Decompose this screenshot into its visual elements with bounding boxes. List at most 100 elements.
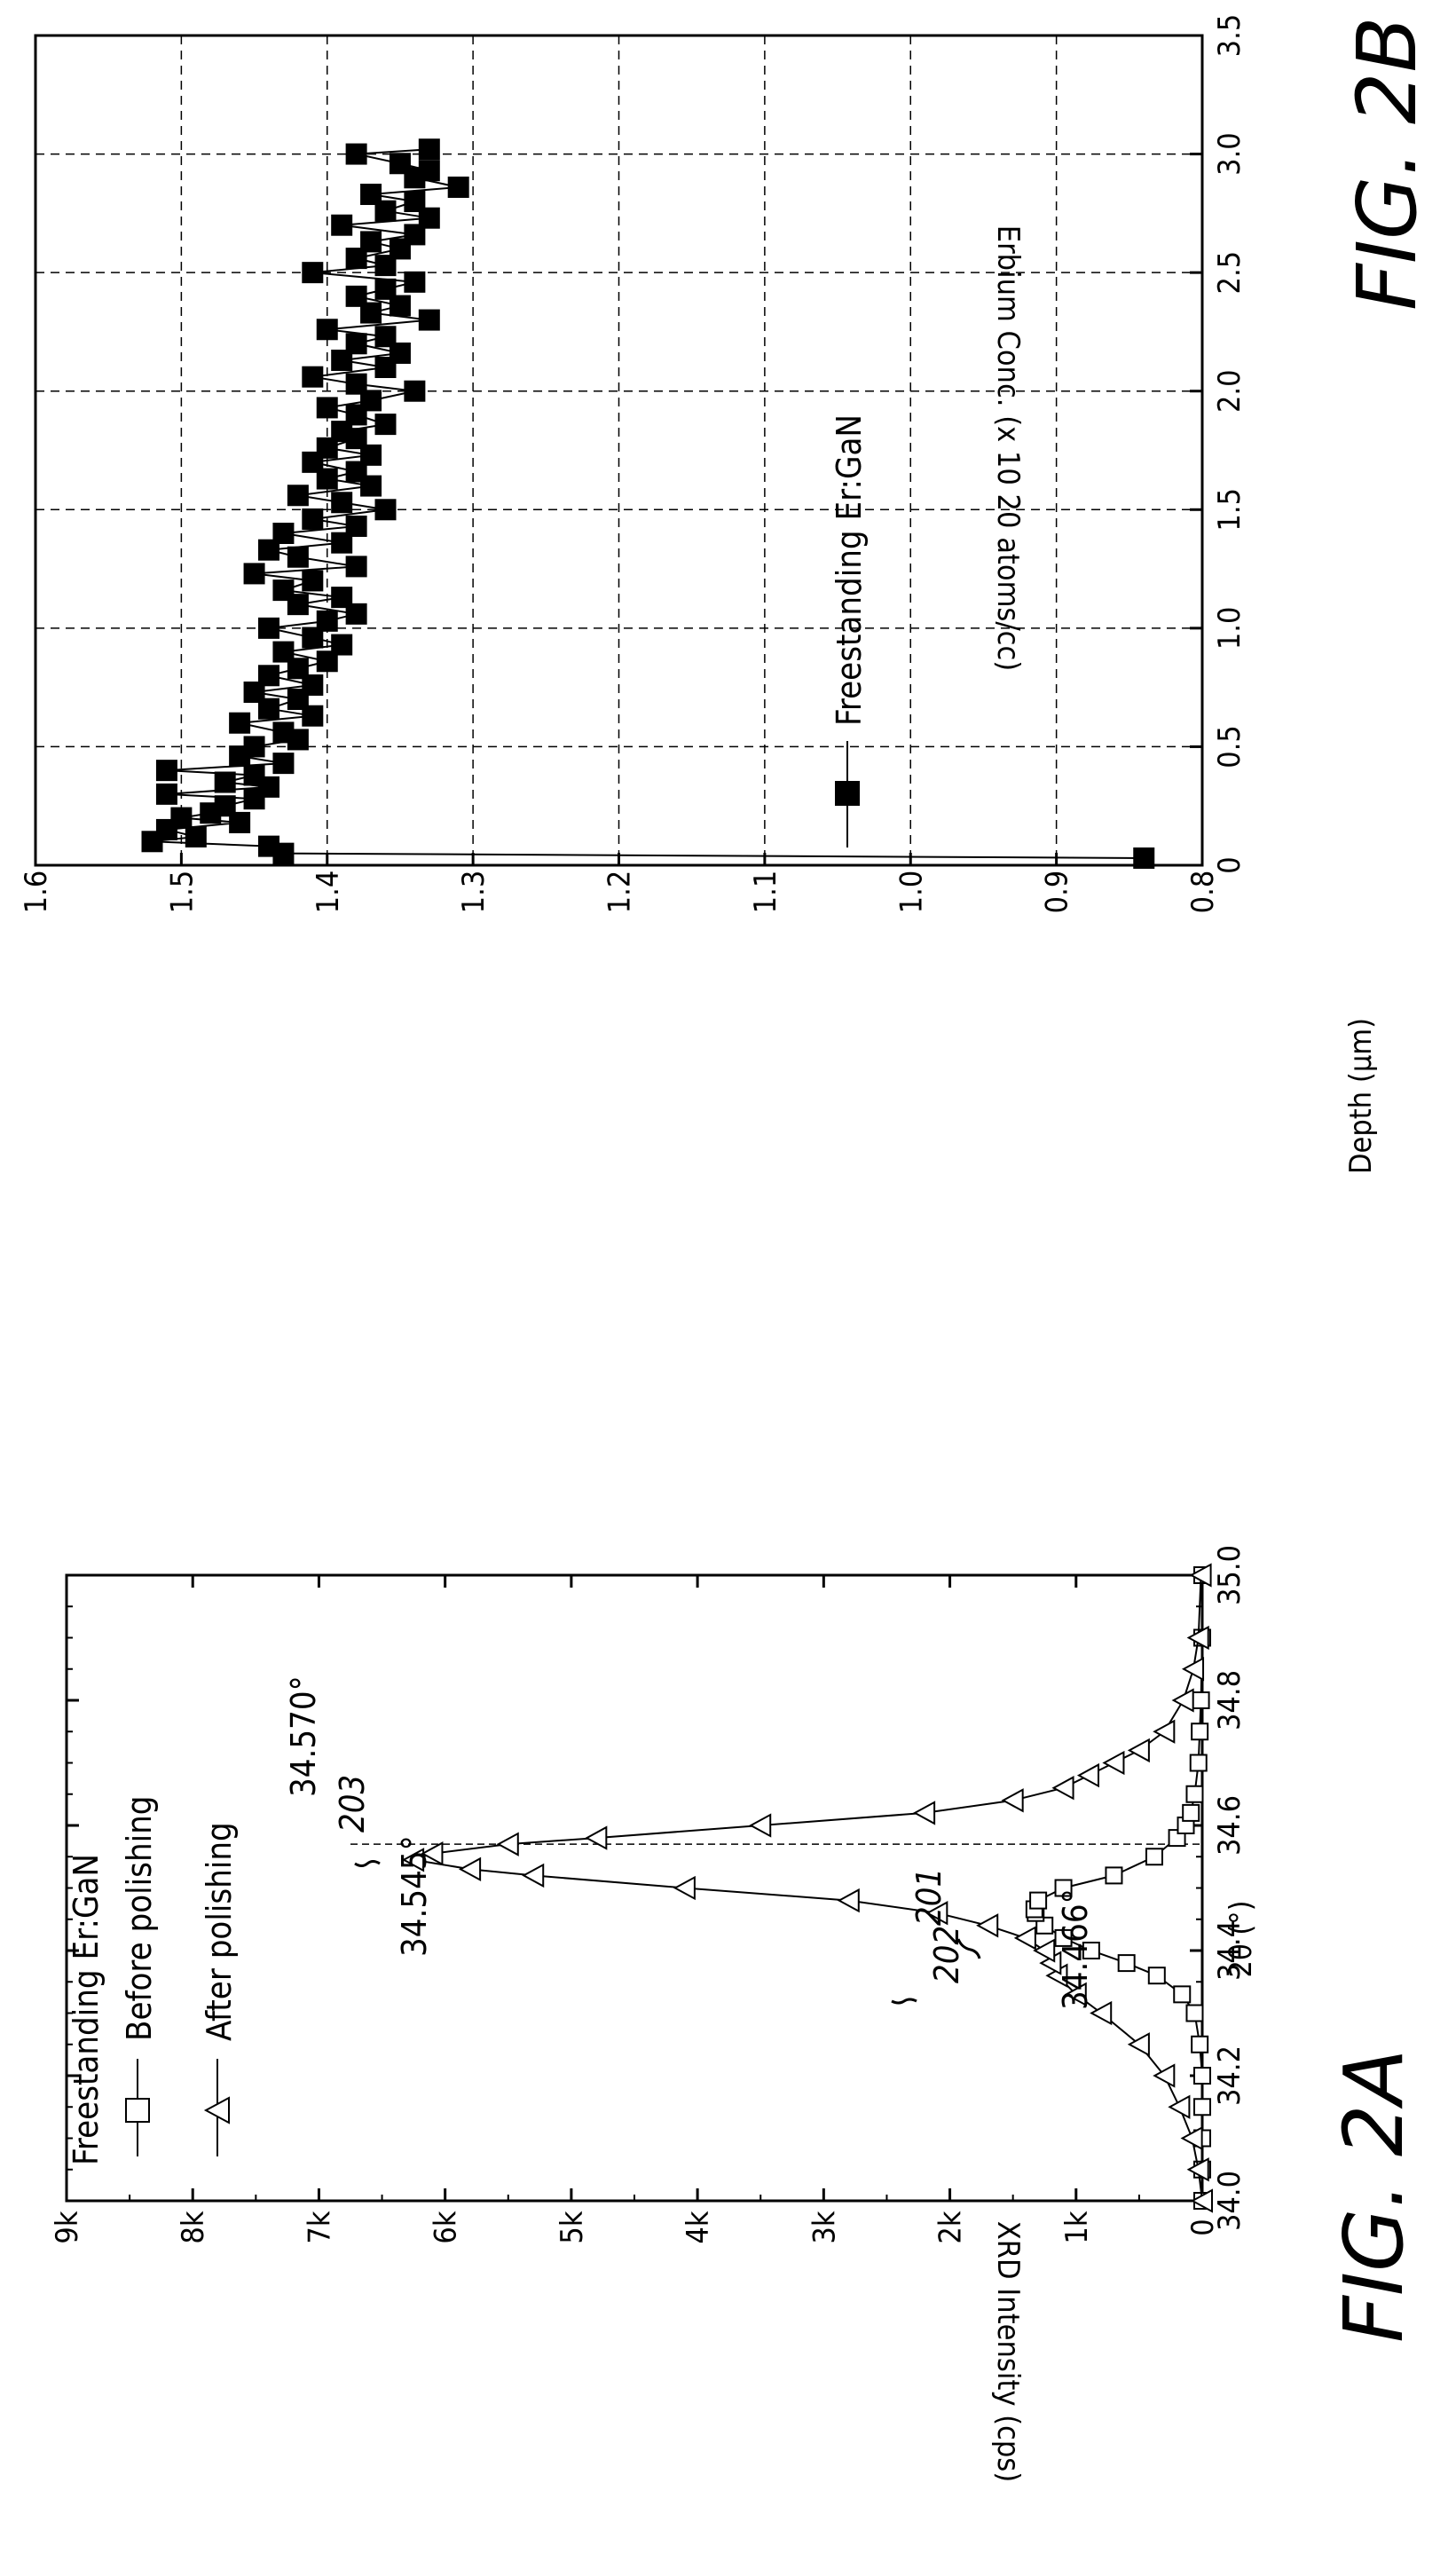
data-point (155, 783, 177, 805)
data-point (837, 1888, 860, 1913)
data-point (749, 1813, 772, 1838)
y-tick-label: 8k (176, 2211, 211, 2243)
x-tick-label: 1.5 (1212, 488, 1247, 532)
data-point (925, 1901, 948, 1926)
data-point (243, 736, 265, 758)
annotation-202: 202 (927, 1926, 966, 1983)
data-point (404, 271, 426, 293)
data-point (1145, 1848, 1163, 1866)
x-tick-label: 35.0 (1212, 1545, 1247, 1605)
data-point (272, 641, 295, 663)
data-point (913, 1801, 936, 1825)
legend-title: Freestanding Er:GaN (67, 1854, 106, 2165)
data-point (374, 326, 397, 348)
data-point (1186, 2157, 1209, 2182)
data-point (345, 373, 367, 395)
data-point (331, 634, 353, 656)
x-tick-label: 34.4 (1212, 1920, 1247, 1981)
y-tick-label: 3k (807, 2211, 842, 2243)
x-tick-label: 0 (1212, 856, 1247, 873)
x-tick-label: 3.5 (1212, 14, 1247, 58)
legend-label-before: Before polishing (120, 1795, 159, 2041)
data-point (287, 546, 309, 568)
data-point (496, 1832, 519, 1856)
data-point (421, 1841, 444, 1866)
data-point (1102, 1750, 1125, 1776)
data-point (302, 366, 324, 388)
y-tick-label: 1k (1059, 2211, 1095, 2243)
y-tick-label: 0.8 (1185, 871, 1221, 914)
data-point (1190, 2188, 1213, 2213)
y-tick-label: 1.4 (311, 871, 346, 914)
data-point (331, 587, 353, 609)
x-tick-label: 2.0 (1212, 369, 1247, 413)
data-point (345, 143, 367, 165)
data-point (1033, 1938, 1056, 1963)
chart-2b-legend: Freestanding Er:GaN (830, 414, 869, 847)
data-point (585, 1825, 608, 1850)
data-point (1013, 1926, 1036, 1951)
data-point (418, 138, 440, 161)
data-point (1191, 1722, 1209, 1741)
data-point (345, 333, 367, 355)
chart-2b-xlabel: Depth (μm) (1343, 1018, 1379, 1174)
data-point (1127, 2032, 1150, 2057)
y-tick-label: 4k (681, 2211, 716, 2243)
data-point (331, 214, 353, 236)
data-point (459, 1856, 482, 1882)
data-point (1054, 1928, 1073, 1947)
series-freestanding-er-gan (141, 138, 1155, 869)
y-tick-label: 2k (933, 2211, 969, 2243)
data-point (1193, 2098, 1211, 2117)
data-point (404, 191, 426, 212)
data-point (302, 262, 324, 284)
data-point (522, 1863, 545, 1888)
data-point (272, 579, 295, 602)
data-point (1192, 1691, 1210, 1709)
data-point (258, 617, 279, 639)
y-tick-label: 1.1 (748, 871, 783, 914)
data-point (1153, 1719, 1176, 1744)
data-point (360, 231, 382, 253)
data-point (155, 760, 177, 782)
y-tick-label: 6k (429, 2211, 464, 2243)
data-point (1168, 2094, 1191, 2119)
annotation-203: 203 (333, 1775, 372, 1833)
data-point (185, 825, 207, 847)
data-point (258, 665, 279, 687)
chart-2b-series (141, 138, 1155, 869)
x-tick-label: 0.5 (1212, 725, 1247, 769)
annotation-34545: 34.545° (395, 1835, 434, 1957)
x-tick-label: 34.8 (1212, 1670, 1247, 1730)
data-point (1185, 2004, 1204, 2022)
y-tick-label: 1.3 (456, 871, 492, 914)
data-point (418, 309, 440, 331)
x-tick-label: 2.5 (1212, 251, 1247, 295)
data-point (1189, 1563, 1212, 1588)
chart-2a-ylabel: XRD Intensity (cps) (990, 2221, 1026, 2482)
figure-label-2b: FIG. 2B (1340, 17, 1435, 311)
chart-2a-legend: Freestanding Er:GaN Before polishing Aft… (67, 1795, 239, 2165)
data-point (170, 807, 193, 829)
data-point (272, 721, 295, 744)
data-point (1180, 2125, 1203, 2151)
data-point (1186, 1625, 1209, 1651)
data-point (345, 556, 367, 578)
y-tick-label: 1.2 (602, 871, 638, 914)
data-point (1191, 2035, 1209, 2053)
data-point (229, 712, 251, 734)
data-point (316, 397, 338, 419)
x-tick-label: 34.0 (1212, 2171, 1247, 2231)
legend-label-after: After polishing (200, 1822, 239, 2041)
y-tick-label: 1.0 (893, 871, 929, 914)
chart-2a-series (402, 1563, 1213, 2213)
chart-2a-axes: 34.0 34.2 34.4 34.6 34.8 35.0 0 1k 2k 3k 4k 5k 6k 7k 8… (50, 1545, 1247, 2244)
data-point (404, 380, 426, 402)
data-point (243, 764, 265, 786)
y-tick-label: 1.5 (164, 871, 200, 914)
annotation-34570: 34.570° (284, 1675, 323, 1797)
data-point (360, 183, 382, 205)
legend-label-freestanding: Freestanding Er:GaN (830, 414, 869, 726)
annotation-201: 201 (909, 1868, 948, 1926)
